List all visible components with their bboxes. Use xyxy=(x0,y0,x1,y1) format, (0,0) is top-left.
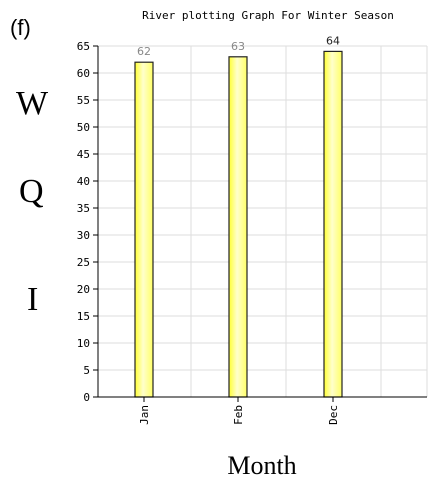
data-label-jan: 62 xyxy=(137,45,151,58)
data-labels: 62 63 64 xyxy=(137,34,340,58)
y-tick-label: 25 xyxy=(77,256,90,269)
x-tick-label-dec: Dec xyxy=(327,405,340,425)
x-tick-label-feb: Feb xyxy=(232,405,245,425)
y-tick-labels: 0 5 10 15 20 25 30 35 40 45 50 55 60 65 xyxy=(77,40,98,404)
y-tick-label: 60 xyxy=(77,67,90,80)
bar-feb xyxy=(228,56,248,398)
y-tick-label: 15 xyxy=(77,310,90,323)
x-tick-label-jan: Jan xyxy=(138,405,151,425)
y-tick-label: 35 xyxy=(77,202,90,215)
y-tick-label: 20 xyxy=(77,283,90,296)
y-tick-label: 10 xyxy=(77,337,90,350)
side-letter-i: I xyxy=(27,281,38,318)
side-letter-w: W xyxy=(16,85,49,122)
side-letter-q: Q xyxy=(19,173,44,210)
panel-label: (f) xyxy=(10,15,31,40)
x-tick-labels: Jan Feb Dec xyxy=(138,397,340,425)
y-tick-label: 55 xyxy=(77,94,90,107)
y-tick-label: 5 xyxy=(83,364,90,377)
bars xyxy=(134,50,343,398)
axes xyxy=(97,46,427,398)
x-axis-title: Month xyxy=(227,451,296,480)
y-tick-label: 50 xyxy=(77,121,90,134)
chart-title: River plotting Graph For Winter Season xyxy=(142,9,394,22)
data-label-dec: 64 xyxy=(326,34,340,47)
data-label-feb: 63 xyxy=(231,40,245,53)
bar-dec xyxy=(323,50,343,398)
bar-jan xyxy=(134,61,154,398)
y-tick-label: 0 xyxy=(83,391,90,404)
y-tick-label: 45 xyxy=(77,148,90,161)
y-tick-label: 40 xyxy=(77,175,90,188)
y-tick-label: 30 xyxy=(77,229,90,242)
y-tick-label: 65 xyxy=(77,40,90,53)
